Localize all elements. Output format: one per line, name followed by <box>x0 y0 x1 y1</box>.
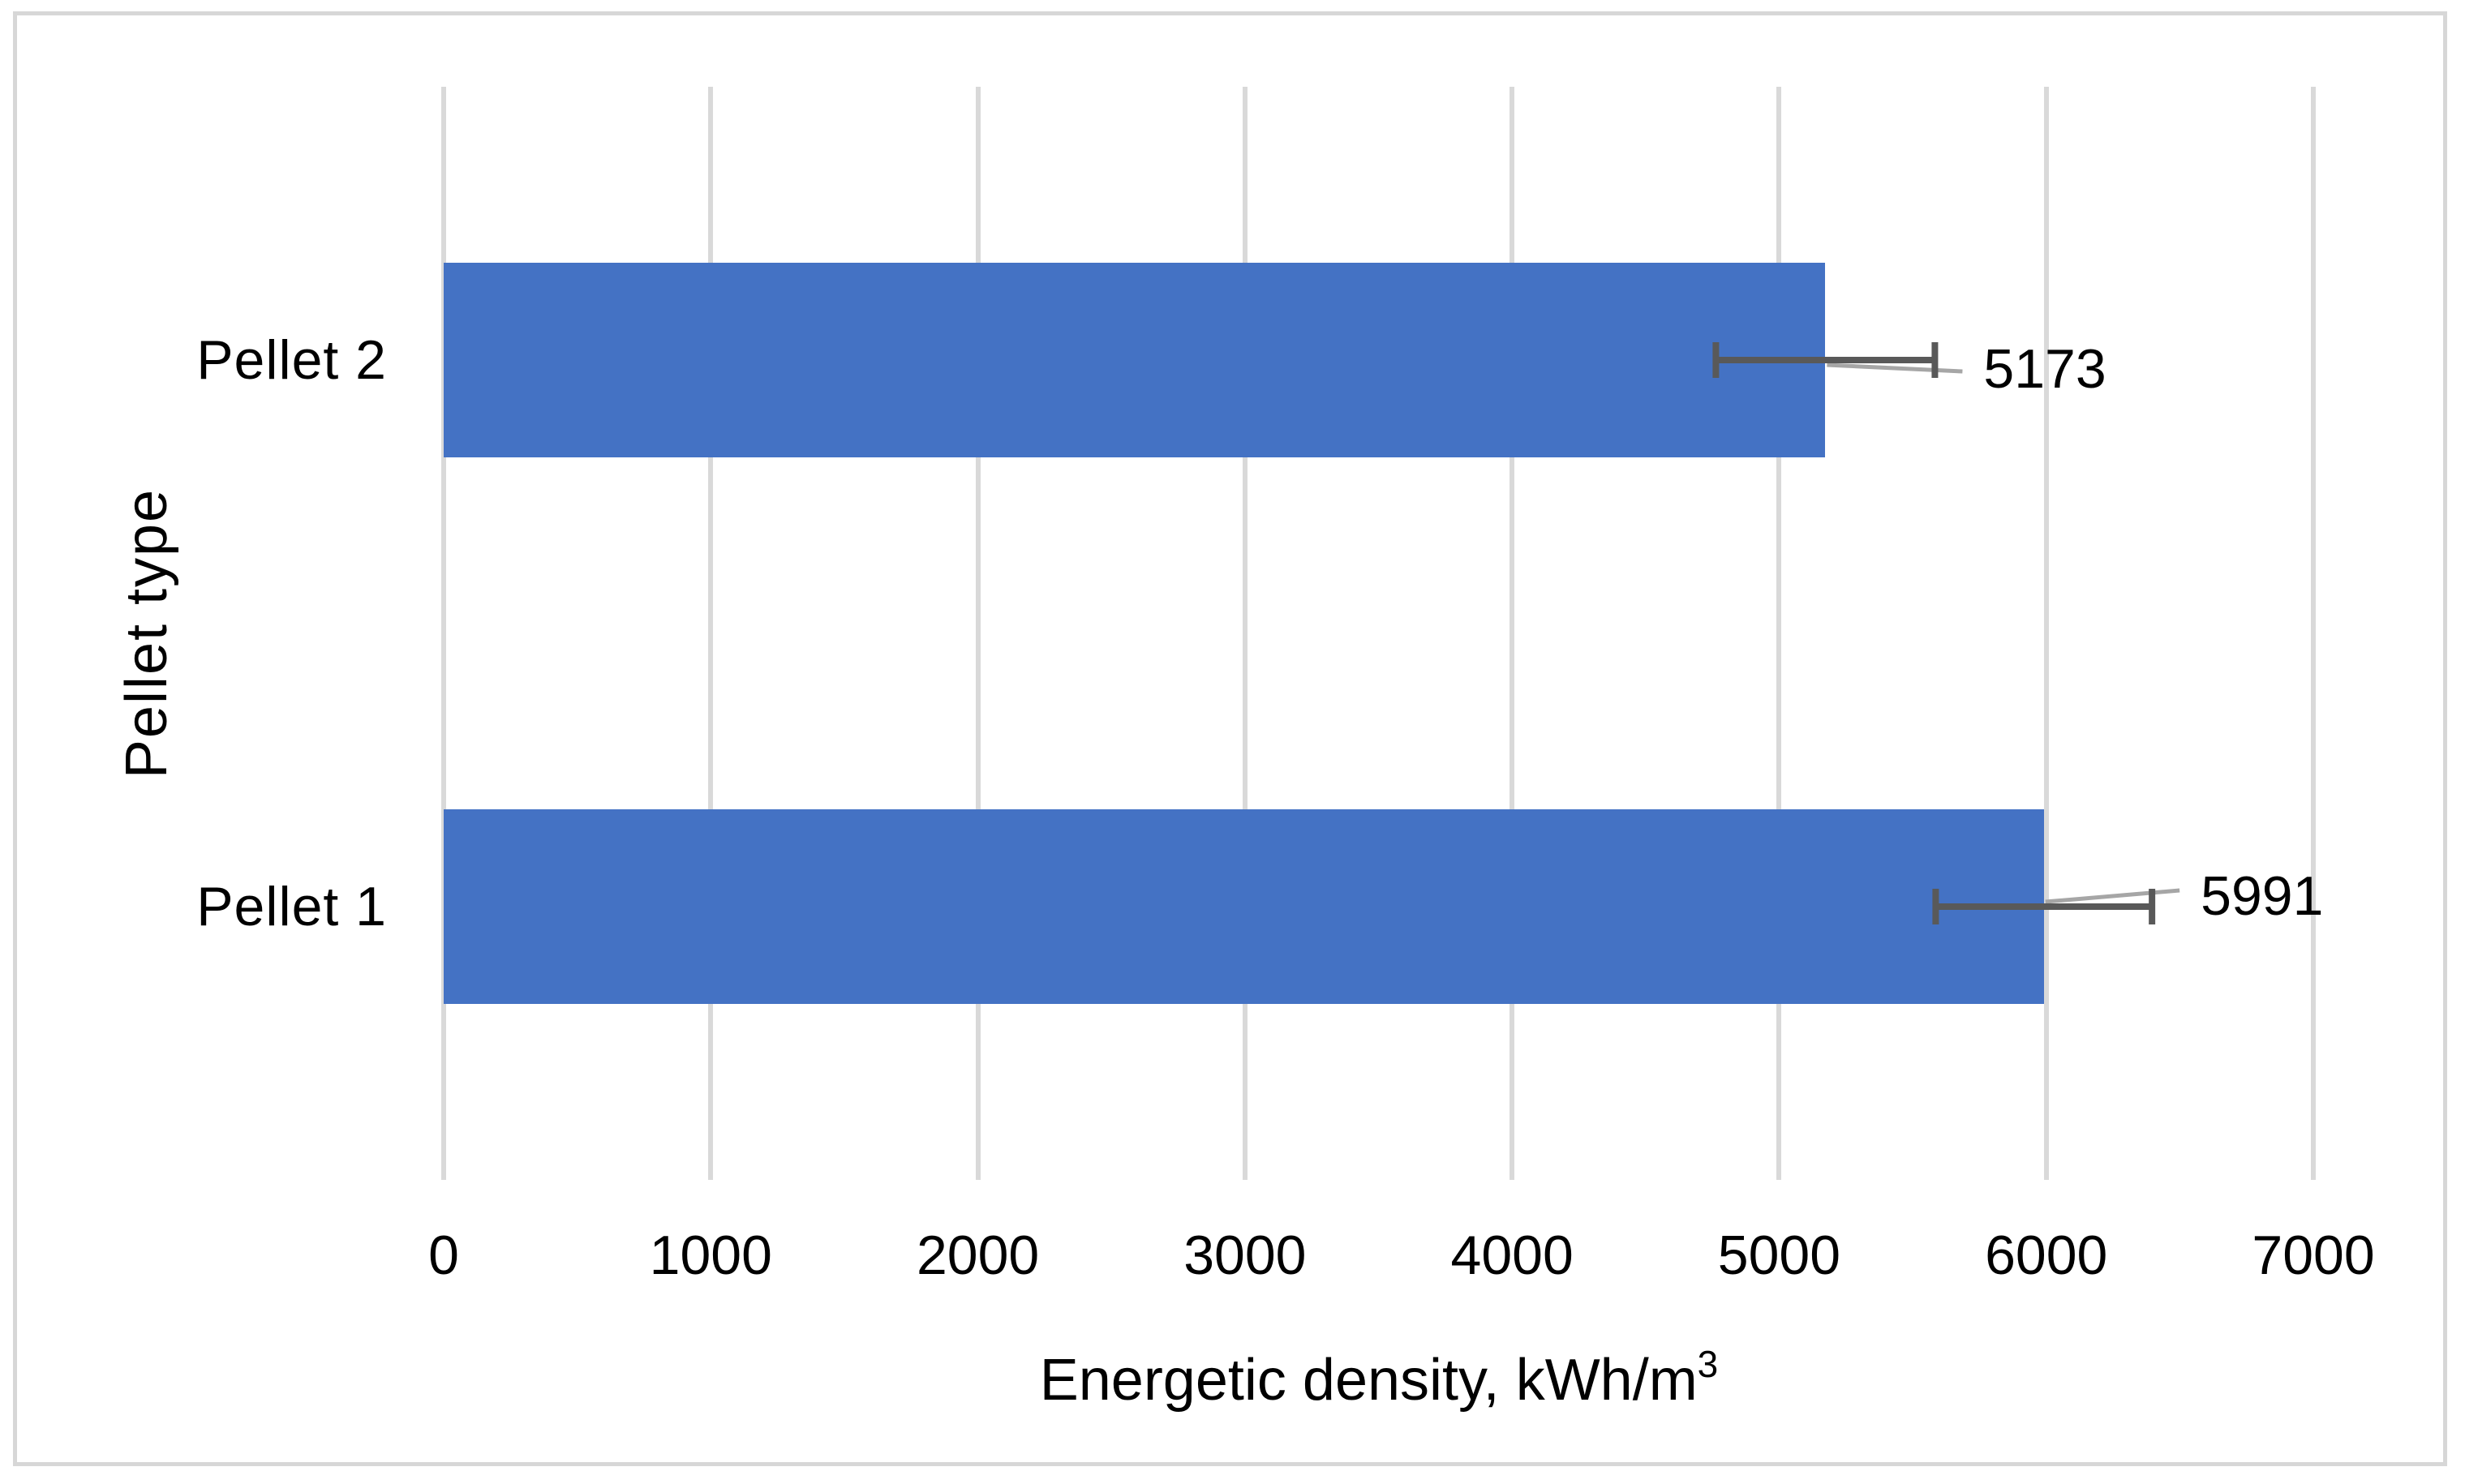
gridline-4000 <box>1509 87 1515 1180</box>
leader-line-2 <box>1827 362 1963 374</box>
category-label-pellet-1: Pellet 1 <box>196 876 387 937</box>
leader-line-1 <box>2045 888 2180 904</box>
x-axis-title-text: Energetic density, kWh/m <box>1039 1348 1698 1413</box>
x-axis-title: Energetic density, kWh/m3 <box>973 1327 1784 1413</box>
gridline-1000 <box>708 87 714 1180</box>
gridline-0 <box>441 87 446 1180</box>
x-axis-title-superscript: 3 <box>1697 1343 1719 1385</box>
x-tick-label-6000: 6000 <box>1985 1225 2108 1286</box>
gridline-2000 <box>975 87 981 1180</box>
x-tick-label-7000: 7000 <box>2252 1225 2375 1286</box>
x-tick-label-1000: 1000 <box>649 1225 772 1286</box>
data-label-pellet-2: 5173 <box>1983 338 2106 400</box>
x-tick-label-4000: 4000 <box>1450 1225 1574 1286</box>
bar-pellet-2 <box>444 263 1826 457</box>
x-tick-label-5000: 5000 <box>1717 1225 1841 1286</box>
gridline-5000 <box>1776 87 1782 1180</box>
gridline-7000 <box>2311 87 2317 1180</box>
gridline-6000 <box>2043 87 2049 1180</box>
data-label-pellet-1: 5991 <box>2201 865 2324 927</box>
x-tick-label-3000: 3000 <box>1183 1225 1307 1286</box>
chart-border-frame <box>13 11 2447 1466</box>
bar-pellet-1 <box>444 809 2044 1004</box>
x-tick-label-2000: 2000 <box>916 1225 1040 1286</box>
x-tick-label-0: 0 <box>428 1225 459 1286</box>
category-label-pellet-2: Pellet 2 <box>196 329 387 391</box>
gridline-3000 <box>1242 87 1248 1180</box>
y-axis-title: Pellet type <box>114 487 179 779</box>
